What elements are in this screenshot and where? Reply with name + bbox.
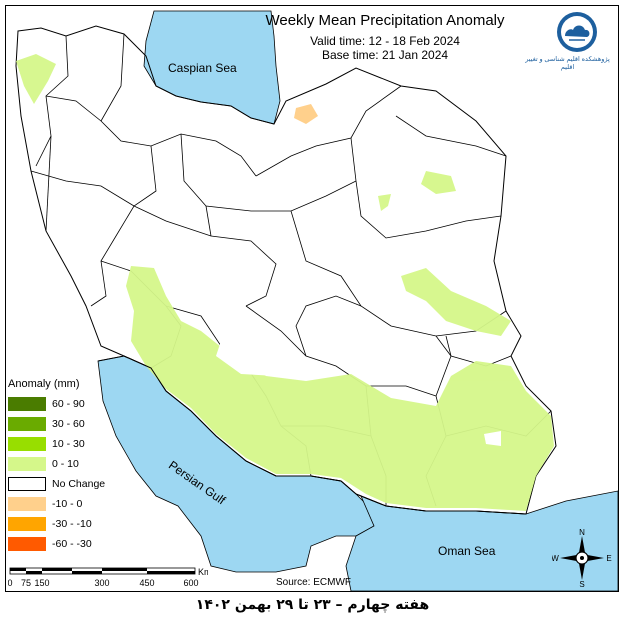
legend-item: No Change: [8, 474, 120, 494]
legend-swatch: [8, 477, 46, 491]
scale-tick-label: 300: [94, 578, 109, 588]
precipitation-map: [15, 10, 618, 591]
compass-n: N: [579, 528, 585, 537]
legend-item: 0 - 10: [8, 454, 120, 474]
legend-swatch: [8, 397, 46, 411]
data-source: Source: ECMWF: [276, 577, 352, 588]
institute-name: پژوهشکده اقلیم شناسی و تغییر اقلیم: [525, 56, 610, 71]
legend-label: 60 - 90: [52, 398, 85, 410]
legend-label: No Change: [52, 478, 106, 490]
label-caspian-sea: Caspian Sea: [168, 61, 237, 75]
legend-label: -30 - -10: [52, 518, 92, 530]
valid-time: Valid time: 12 - 18 Feb 2024: [310, 34, 460, 48]
scale-unit: Km: [198, 567, 208, 577]
legend-swatch: [8, 517, 46, 531]
legend-item: -60 - -30: [8, 534, 120, 554]
scale-tick-label: 150: [34, 578, 49, 588]
legend-item: 30 - 60: [8, 414, 120, 434]
compass-rose-icon: N S E W: [552, 528, 612, 588]
label-oman-sea: Oman Sea: [438, 544, 496, 558]
legend: Anomaly (mm) 60 - 90 30 - 60 10 - 30 0 - 10…: [8, 378, 120, 554]
legend-title: Anomaly (mm): [8, 378, 80, 390]
compass-s: S: [579, 580, 584, 588]
legend-swatch: [8, 457, 46, 471]
legend-item: -10 - 0: [8, 494, 120, 514]
legend-item: 60 - 90: [8, 394, 120, 414]
legend-label: 10 - 30: [52, 438, 85, 450]
compass-e: E: [606, 554, 611, 563]
legend-swatch: [8, 537, 46, 551]
scale-tick-label: 0: [8, 578, 13, 588]
legend-swatch: [8, 497, 46, 511]
legend-swatch: [8, 437, 46, 451]
legend-swatch: [8, 417, 46, 431]
coastline: [97, 355, 527, 515]
base-time: Base time: 21 Jan 2024: [321, 48, 449, 62]
map-title: Weekly Mean Precipitation Anomaly: [265, 12, 505, 29]
scale-tick-label: 600: [183, 578, 198, 588]
persian-week-caption: هفته چهارم – ۲۳ تا ۲۹ بهمن ۱۴۰۲: [195, 597, 430, 613]
legend-item: -30 - -10: [8, 514, 120, 534]
legend-label: 30 - 60: [52, 418, 85, 430]
map-frame: Caspian Sea Persian Gulf Oman Sea: [5, 5, 619, 592]
no-change-patches: [216, 341, 501, 446]
scale-tick-label: 450: [139, 578, 154, 588]
legend-item: 10 - 30: [8, 434, 120, 454]
compass-w: W: [552, 554, 559, 563]
anomaly-zone-neg10-0: [294, 104, 318, 124]
cloud-logo-icon: [557, 12, 597, 52]
legend-label: -60 - -30: [52, 538, 92, 550]
legend-label: -10 - 0: [52, 498, 83, 510]
legend-label: 0 - 10: [52, 458, 79, 470]
anomaly-zone-0-10: [16, 54, 554, 511]
scale-tick-label: 75: [21, 578, 31, 588]
